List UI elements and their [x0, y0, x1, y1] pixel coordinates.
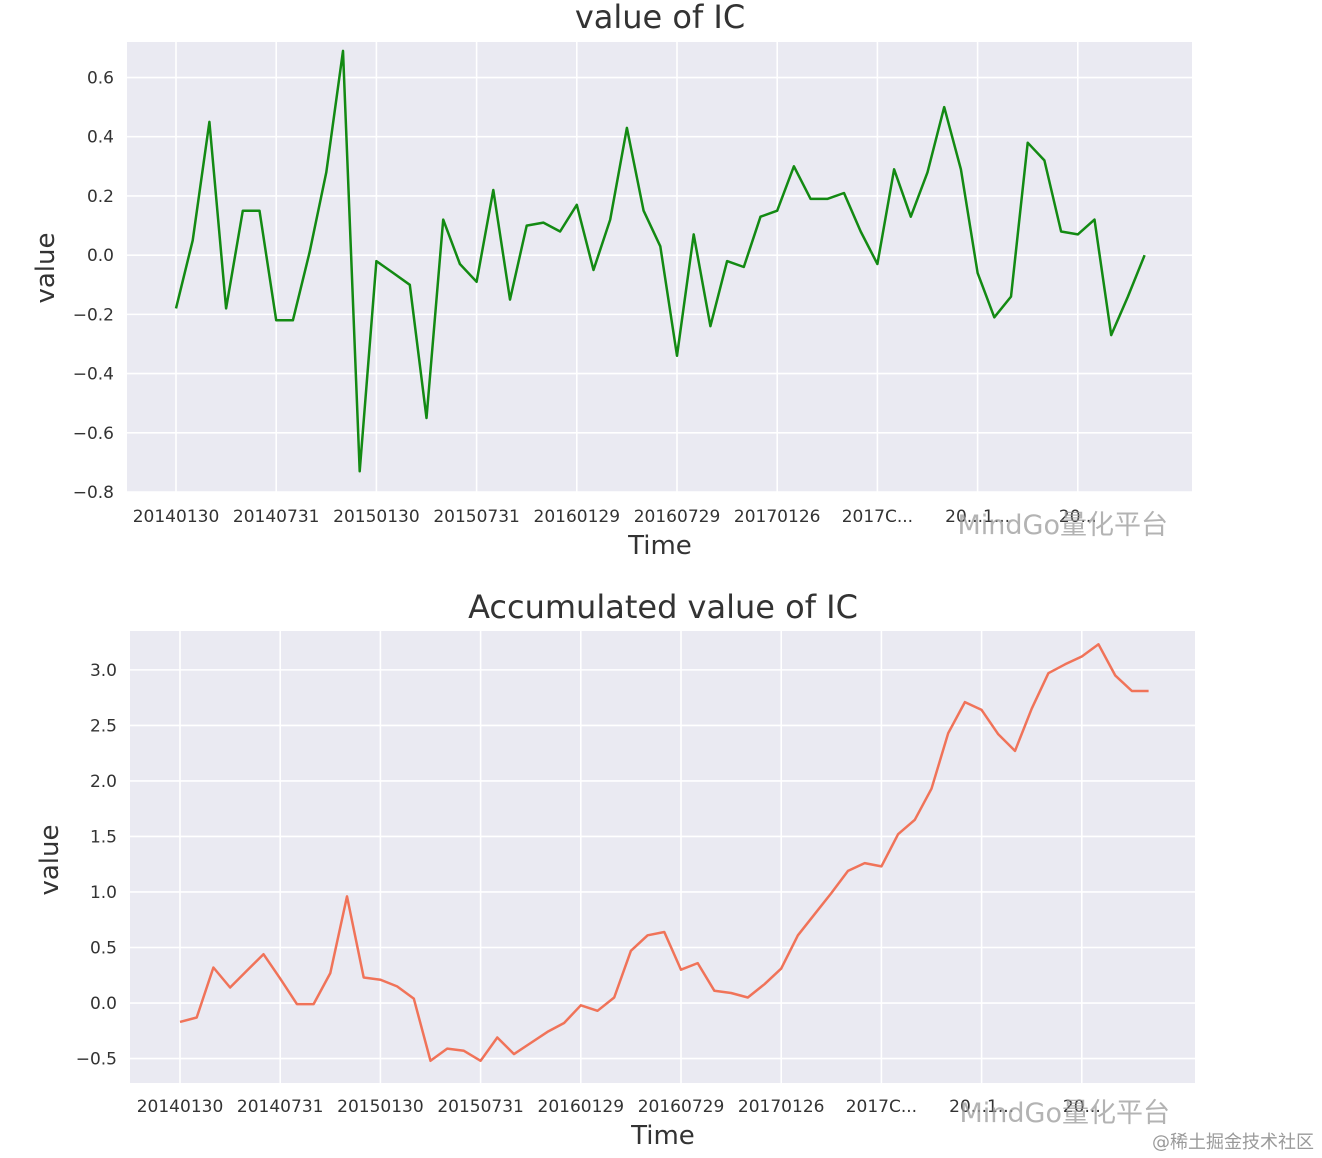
y-tick-label: 3.0: [90, 661, 117, 681]
x-tick-label: 20...: [1063, 1097, 1101, 1117]
x-tick-label: 2017C...: [846, 1097, 917, 1117]
chart-title: value of IC: [575, 0, 745, 36]
y-tick-label: 1.0: [90, 883, 117, 903]
y-tick-label: −0.2: [73, 305, 114, 325]
corner-watermark: @稀土掘金技术社区: [1152, 1132, 1314, 1153]
watermark-text: MindGo量化平台: [958, 510, 1169, 541]
x-tick-label: 20150130: [333, 507, 420, 527]
x-tick-label: 20150731: [437, 1097, 524, 1117]
y-tick-label: −0.5: [76, 1050, 117, 1070]
y-tick-label: 0.4: [87, 128, 114, 148]
x-tick-label: 20160729: [638, 1097, 725, 1117]
y-axis-label: value: [35, 824, 65, 895]
chart-accumulated-ic: −0.5 0.0 0.5 1.0 1.5 2.0 2.5 3.0 20140130 201407…: [35, 588, 1195, 1151]
plot-area-background: [130, 631, 1195, 1083]
x-tick-labels: 20140130 20140731 20150130 20150731 20160129…: [137, 1097, 1101, 1117]
grid-lines: [130, 631, 1195, 1083]
x-tick-label: 20150130: [337, 1097, 424, 1117]
x-tick-labels: 20140130 20140731 20150130 20150731 20160129…: [133, 507, 1097, 527]
x-tick-label: 20...1...: [945, 507, 1010, 527]
y-tick-label: 0.6: [87, 69, 114, 89]
x-tick-label: 20160129: [538, 1097, 625, 1117]
x-tick-label: 20...1...: [949, 1097, 1014, 1117]
y-tick-label: −0.6: [73, 424, 114, 444]
x-tick-label: 2017C...: [842, 507, 913, 527]
x-tick-label: 20170126: [738, 1097, 825, 1117]
chart-title: Accumulated value of IC: [468, 588, 858, 626]
y-tick-label: 1.5: [90, 827, 117, 847]
y-tick-label: 0.0: [87, 246, 114, 266]
plot-area-background: [127, 42, 1192, 492]
y-tick-label: −0.8: [73, 483, 114, 503]
x-tick-label: 20140731: [237, 1097, 324, 1117]
series-line-ic: [174, 49, 1146, 473]
x-tick-label: 20150731: [433, 507, 520, 527]
x-tick-label: 20140130: [133, 507, 220, 527]
x-tick-label: 20160129: [534, 507, 621, 527]
y-tick-labels: −0.5 0.0 0.5 1.0 1.5 2.0 2.5 3.0: [76, 661, 117, 1070]
y-tick-label: 2.0: [90, 772, 117, 792]
series-line-accumulated-ic: [179, 643, 1149, 1063]
x-tick-label: 20140731: [233, 507, 320, 527]
y-tick-label: −0.4: [73, 365, 114, 385]
y-tick-label: 0.5: [90, 939, 117, 959]
grid-lines: [127, 42, 1192, 493]
x-axis-label: Time: [630, 1121, 695, 1151]
chart-ic-value: −0.8−0.6−0.4−0.20.00.20.40.6 20140130 201…: [31, 0, 1192, 561]
x-axis-label: Time: [627, 531, 692, 561]
x-tick-label: 20140130: [137, 1097, 224, 1117]
y-axis-label: value: [31, 232, 61, 303]
watermark-text: MindGo量化平台: [960, 1098, 1171, 1129]
x-tick-label: 20160729: [634, 507, 721, 527]
y-tick-label: 0.0: [90, 994, 117, 1014]
x-tick-label: 20170126: [734, 507, 821, 527]
y-tick-label: 0.2: [87, 187, 114, 207]
y-tick-labels: −0.8 −0.6 −0.4 −0.2 0.0 0.2 0.4 0.6: [73, 69, 114, 503]
y-tick-label: 2.5: [90, 716, 117, 736]
x-tick-label: 20...: [1059, 507, 1097, 527]
